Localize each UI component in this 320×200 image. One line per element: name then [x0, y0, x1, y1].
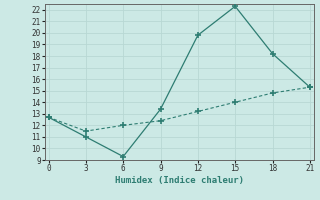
- X-axis label: Humidex (Indice chaleur): Humidex (Indice chaleur): [115, 176, 244, 185]
